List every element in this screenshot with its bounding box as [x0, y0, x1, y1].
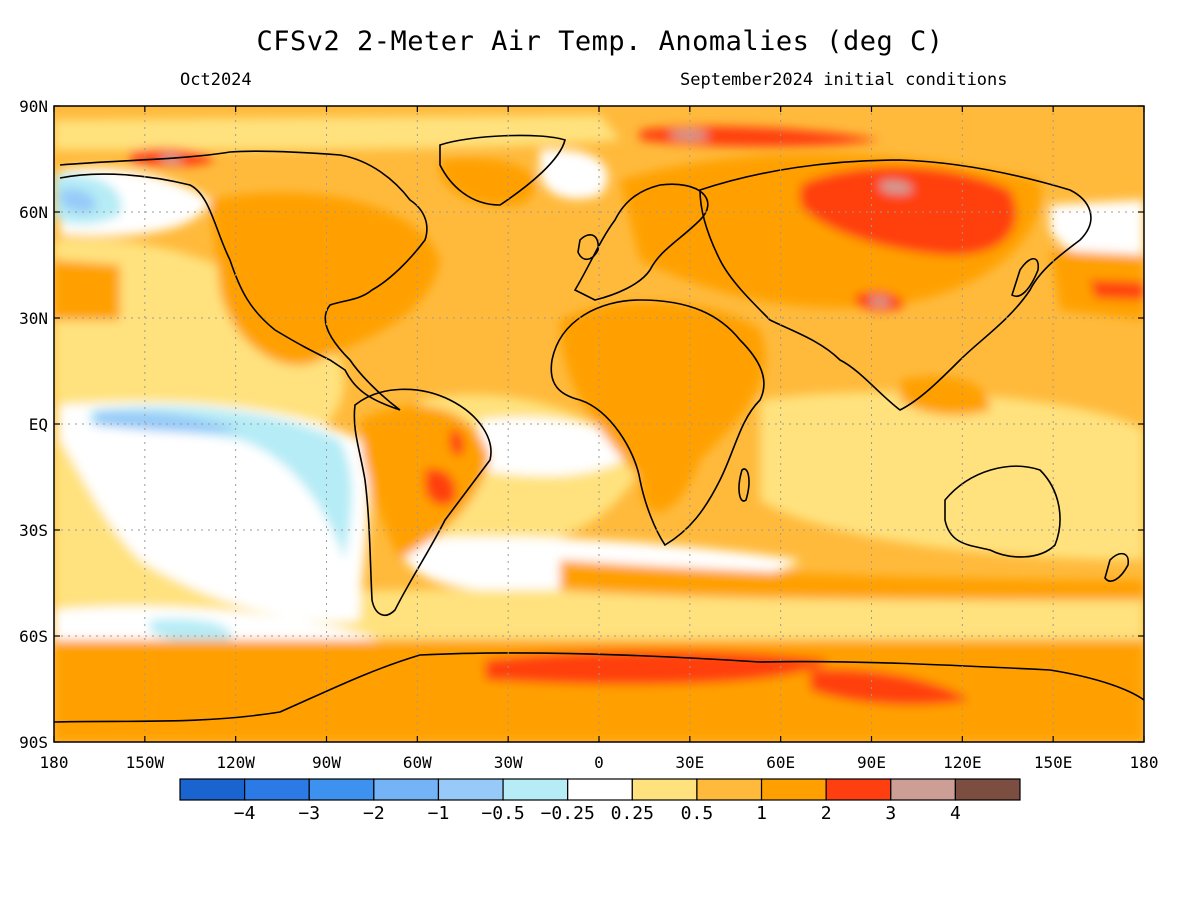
colorbar-label: −3 [298, 803, 320, 824]
longitude-label: 180 [1130, 753, 1159, 772]
graticule [54, 106, 1144, 742]
colorbar-label: −0.5 [481, 803, 524, 824]
colorbar-swatch [502, 778, 569, 801]
colorbar-label: −4 [234, 803, 256, 824]
coastline-greenland [439, 134, 566, 206]
latitude-label: 30S [19, 521, 48, 540]
colorbar-swatch [696, 778, 763, 801]
coastline-south-america [353, 388, 492, 616]
longitude-label: 120W [216, 753, 255, 772]
chart-title: CFSv2 2-Meter Air Temp. Anomalies (deg C… [256, 26, 944, 57]
longitude-label: 90E [857, 753, 886, 772]
latitude-label: 90N [19, 97, 48, 116]
colorbar-label: 2 [821, 803, 832, 824]
coastline-africa [550, 299, 765, 547]
colorbar-swatch [567, 778, 633, 801]
longitude-axis: 180 150W 120W 90W 60W 30W 0 30E 60E 90E 120E 150E 18… [40, 753, 1159, 772]
colorbar-labels: −4 −3 −2 −1 −0.5 −0.25 0.25 0.5 1 2 3 4 [234, 803, 961, 824]
coastline-north-america [59, 150, 428, 411]
colorbar-label: 0.5 [681, 803, 714, 824]
initial-conditions-label: September2024 initial conditions [680, 70, 1008, 90]
colorbar-label: 4 [950, 803, 961, 824]
coastline-antarctica [54, 652, 1144, 723]
colorbar-swatch [890, 778, 956, 801]
latitude-label: 60S [19, 627, 48, 646]
colorbar-label: 0.25 [611, 803, 654, 824]
longitude-label: 180 [40, 753, 69, 772]
colorbar-swatch [308, 778, 375, 801]
longitude-label: 90W [312, 753, 341, 772]
colorbar-swatch [825, 778, 892, 801]
axis-ticks [53, 105, 1145, 743]
coastline-japan [1011, 257, 1040, 297]
colorbar-swatch [437, 778, 504, 801]
coastline-british-isles [577, 234, 600, 261]
colorbar-label: −0.25 [541, 803, 595, 824]
longitude-label: 150E [1034, 753, 1073, 772]
longitude-label: 60E [766, 753, 795, 772]
colorbar [179, 778, 1021, 801]
colorbar-swatch [631, 778, 698, 801]
valid-month-label: Oct2024 [180, 70, 252, 90]
coastline-australia [944, 465, 1061, 558]
colorbar-swatch [179, 778, 246, 801]
latitude-label: 90S [19, 733, 48, 752]
colorbar-label: −2 [363, 803, 385, 824]
coastlines [54, 134, 1144, 723]
longitude-label: 120E [943, 753, 982, 772]
colorbar-swatch [954, 778, 1021, 801]
coastline-madagascar [738, 468, 750, 502]
latitude-label: 30N [19, 309, 48, 328]
longitude-label: 60W [403, 753, 432, 772]
coastline-europe [573, 183, 709, 301]
longitude-label: 30E [675, 753, 704, 772]
colorbar-swatch [373, 778, 440, 801]
longitude-label: 30W [494, 753, 523, 772]
longitude-label: 150W [126, 753, 165, 772]
latitude-label: EQ [29, 415, 48, 434]
colorbar-swatch [760, 778, 827, 801]
coastline-new-zealand [1104, 552, 1130, 582]
latitude-axis: 90N 60N 30N EQ 30S 60S 90S [19, 97, 48, 752]
longitude-label: 0 [594, 753, 604, 772]
latitude-label: 60N [19, 203, 48, 222]
coastline-asia [699, 159, 1092, 411]
colorbar-label: 3 [885, 803, 896, 824]
colorbar-label: 1 [756, 803, 767, 824]
colorbar-label: −1 [428, 803, 450, 824]
colorbar-swatch [244, 778, 310, 801]
